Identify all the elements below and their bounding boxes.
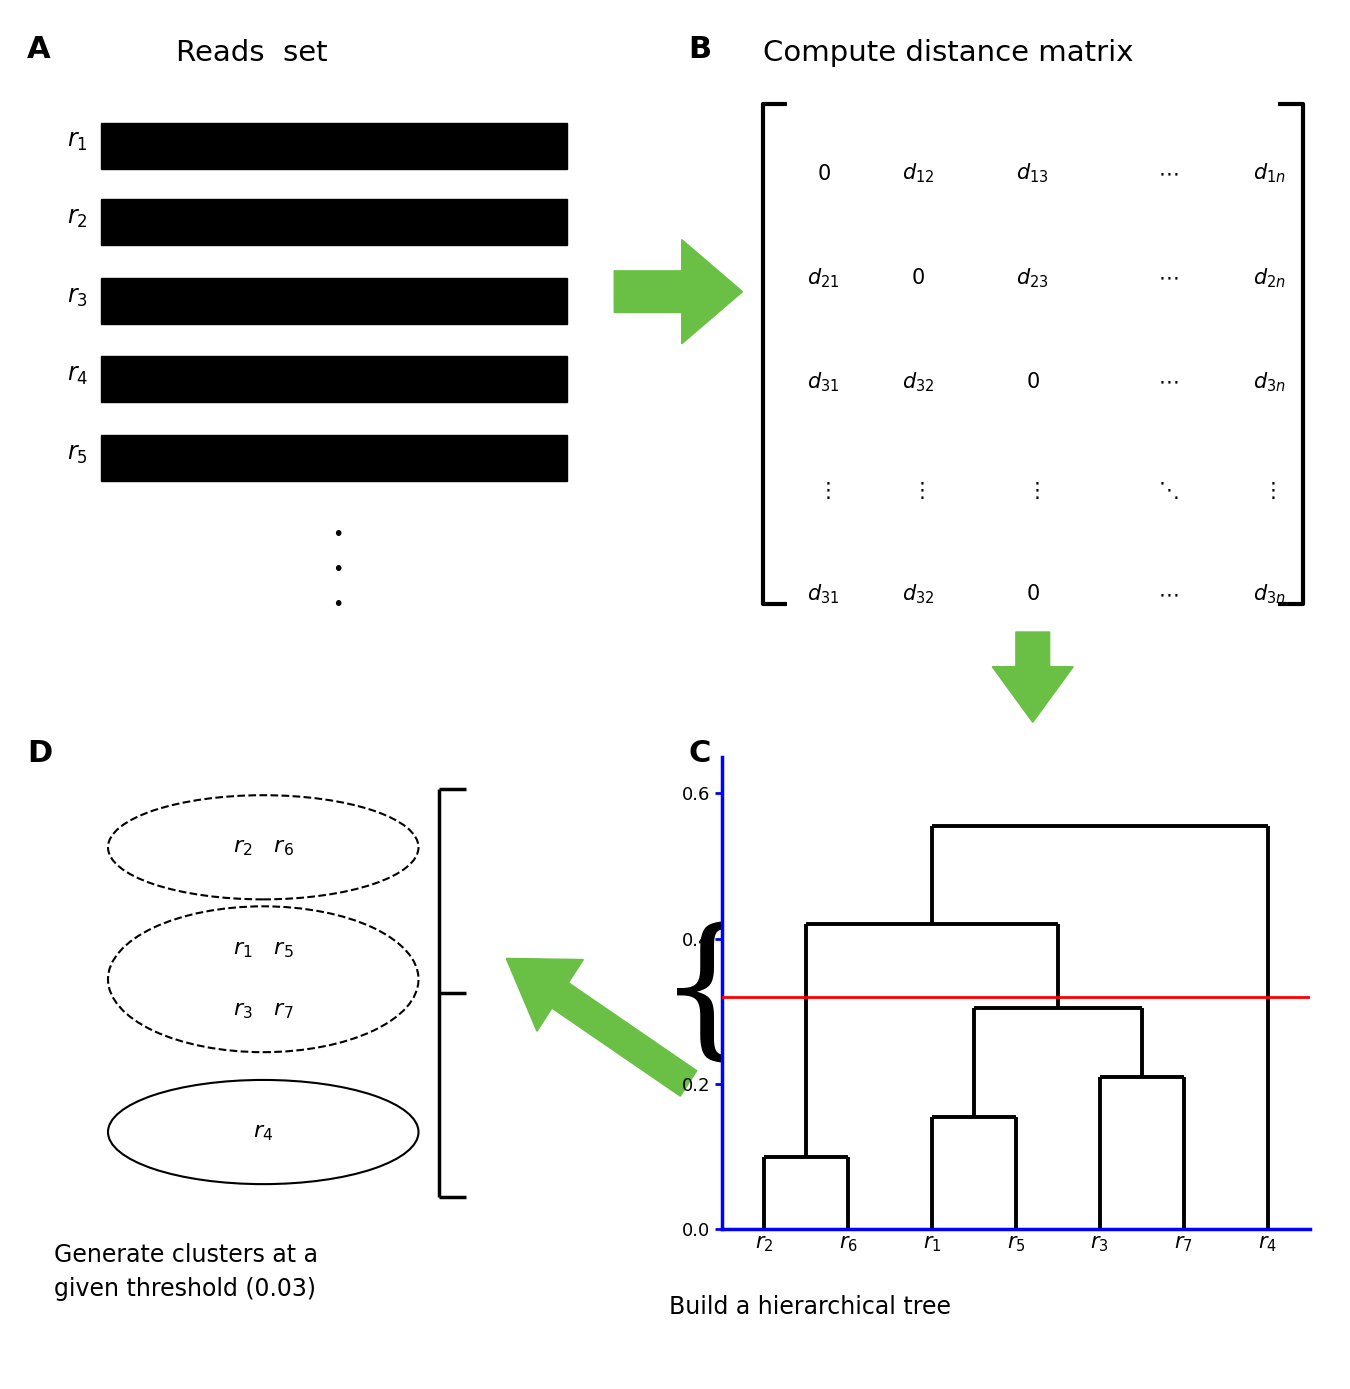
- Text: $d_{12}$: $d_{12}$: [902, 163, 934, 185]
- Text: C: C: [688, 739, 711, 768]
- Text: $d_{32}$: $d_{32}$: [902, 371, 934, 393]
- Text: $d_{3n}$: $d_{3n}$: [1253, 371, 1285, 393]
- Text: $0$: $0$: [817, 164, 830, 183]
- Text: Generate clusters at a
given threshold (0.03): Generate clusters at a given threshold (…: [54, 1243, 319, 1300]
- Bar: [101, 200, 567, 244]
- Text: $r_4$: $r_4$: [254, 1121, 273, 1143]
- Polygon shape: [614, 239, 742, 343]
- Text: $\ddots$: $\ddots$: [1157, 479, 1179, 501]
- Text: Build a hierarchical tree: Build a hierarchical tree: [670, 1295, 950, 1318]
- Text: $r_1$: $r_1$: [68, 131, 88, 153]
- Text: $d_{13}$: $d_{13}$: [1017, 163, 1049, 185]
- Text: $d_{23}$: $d_{23}$: [1017, 267, 1049, 289]
- Bar: [101, 356, 567, 403]
- Bar: [101, 278, 567, 325]
- Text: $d_{1n}$: $d_{1n}$: [1253, 163, 1285, 185]
- Text: $\cdots$: $\cdots$: [1157, 372, 1179, 392]
- Text: $\vdots$: $\vdots$: [1026, 479, 1040, 501]
- Text: •: •: [332, 594, 343, 614]
- Text: {: {: [657, 922, 755, 1070]
- Text: $r_3$: $r_3$: [68, 286, 88, 308]
- Polygon shape: [506, 958, 697, 1096]
- Text: $d_{2n}$: $d_{2n}$: [1253, 267, 1285, 289]
- Text: $r_1$   $r_5$: $r_1$ $r_5$: [234, 938, 293, 960]
- Text: $d_{31}$: $d_{31}$: [807, 583, 840, 606]
- Text: $r_2$   $r_6$: $r_2$ $r_6$: [232, 836, 294, 858]
- Text: $d_{21}$: $d_{21}$: [807, 267, 840, 289]
- Text: $0$: $0$: [1026, 585, 1040, 604]
- Text: •: •: [332, 560, 343, 579]
- Text: $r_3$   $r_7$: $r_3$ $r_7$: [234, 999, 293, 1021]
- Text: $r_5$: $r_5$: [68, 443, 88, 465]
- Text: $\cdots$: $\cdots$: [1157, 268, 1179, 288]
- Bar: [101, 124, 567, 169]
- Text: Compute distance matrix: Compute distance matrix: [763, 39, 1133, 67]
- Text: $0$: $0$: [1026, 372, 1040, 392]
- Text: $r_2$: $r_2$: [68, 207, 88, 229]
- Text: A: A: [27, 35, 51, 64]
- Text: $\cdots$: $\cdots$: [1157, 585, 1179, 604]
- Bar: [101, 436, 567, 481]
- Text: $d_{3n}$: $d_{3n}$: [1253, 583, 1285, 606]
- Text: Reads  set: Reads set: [176, 39, 327, 67]
- Text: $\cdots$: $\cdots$: [1157, 164, 1179, 183]
- Text: $\vdots$: $\vdots$: [1262, 479, 1276, 501]
- Text: $d_{32}$: $d_{32}$: [902, 583, 934, 606]
- Text: $0$: $0$: [911, 268, 925, 288]
- Text: •: •: [332, 525, 343, 544]
- Text: $r_4$: $r_4$: [66, 364, 88, 386]
- Text: $\vdots$: $\vdots$: [911, 479, 925, 501]
- Text: B: B: [688, 35, 711, 64]
- Text: $\vdots$: $\vdots$: [817, 479, 830, 501]
- Text: D: D: [27, 739, 53, 768]
- Text: $d_{31}$: $d_{31}$: [807, 371, 840, 393]
- Polygon shape: [992, 632, 1073, 722]
